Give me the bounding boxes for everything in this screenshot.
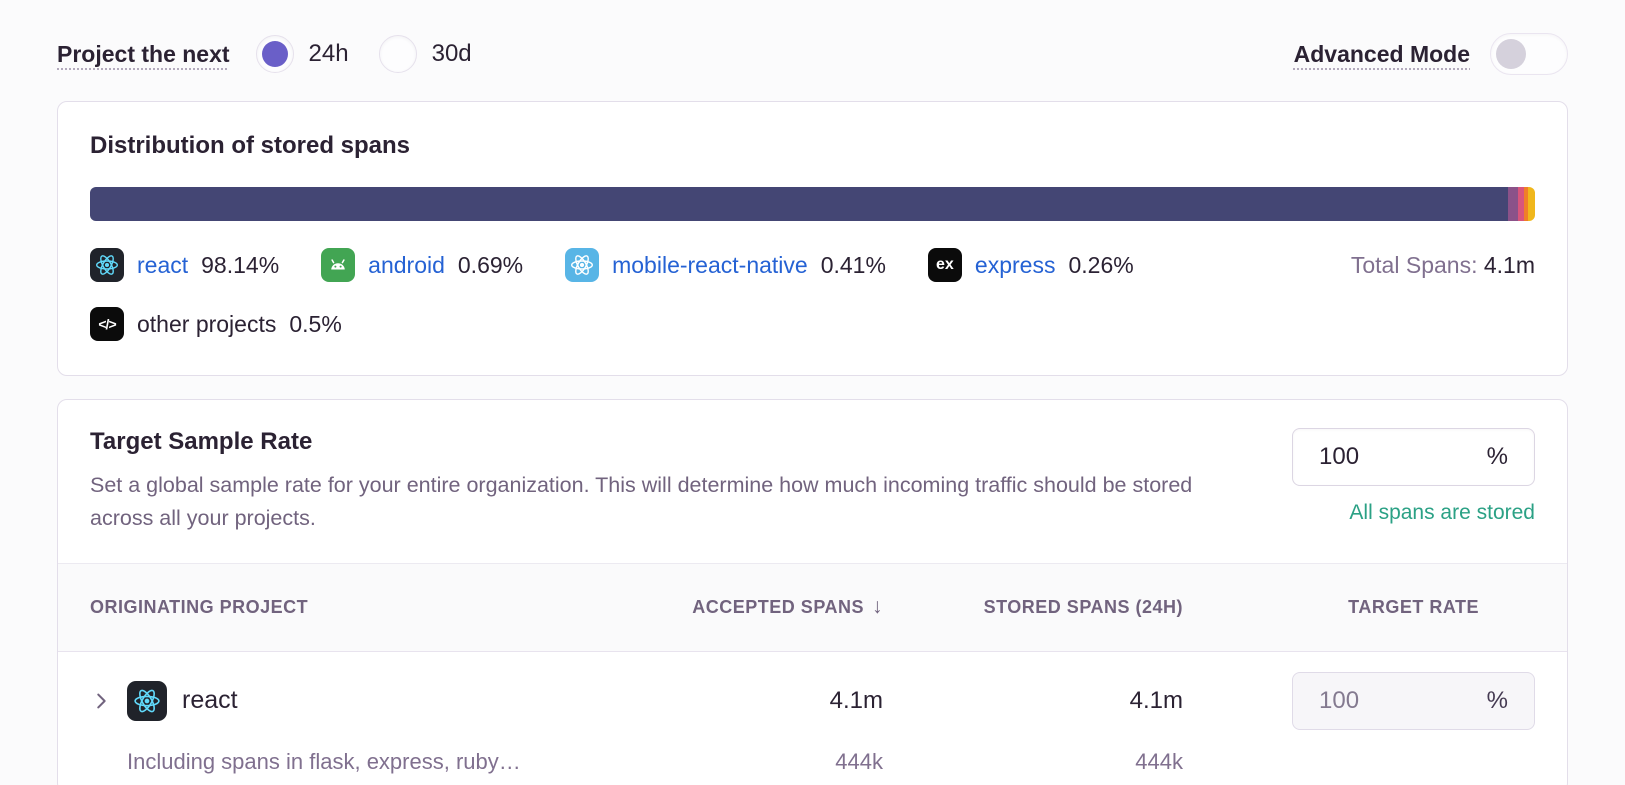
- advanced-mode-label: Advanced Mode: [1293, 40, 1470, 67]
- radio-selected-dot: [261, 41, 288, 67]
- legend-item-express: ex express 0.26%: [927, 248, 1134, 282]
- column-originating-project[interactable]: ORIGINATING PROJECT: [90, 596, 309, 617]
- legend-express-link[interactable]: express: [974, 251, 1056, 278]
- legend-item-mobile-react-native: mobile-react-native 0.41%: [565, 248, 886, 282]
- sample-rate-description: Set a global sample rate for your entire…: [90, 473, 1193, 531]
- stored-spans-value: 4.1m: [1129, 686, 1183, 714]
- legend-item-react: react 98.14%: [90, 248, 279, 282]
- column-stored-spans[interactable]: STORED SPANS (24H): [983, 596, 1183, 617]
- bar-segment-android: [1508, 187, 1519, 221]
- project-name: react: [182, 686, 238, 715]
- total-spans-label: Total Spans:: [1350, 251, 1478, 278]
- topbar: Project the next 24h 30d Advanced Mode: [57, 0, 1568, 78]
- legend-react-link[interactable]: react: [137, 251, 189, 278]
- distribution-card: Distribution of stored spans react 98.14…: [57, 101, 1568, 376]
- legend-express-percent: 0.26%: [1068, 251, 1134, 278]
- react-native-icon: [565, 248, 600, 282]
- global-sample-rate-value: 100: [1319, 443, 1360, 470]
- column-accepted-spans[interactable]: ACCEPTED SPANS ↓: [692, 595, 883, 619]
- accepted-spans-value: 4.1m: [829, 686, 883, 714]
- radio-24h[interactable]: 24h: [255, 35, 349, 73]
- legend-other-projects-label: other projects: [137, 310, 277, 337]
- react-icon: [127, 680, 167, 721]
- period-radio-group: 24h 30d: [255, 35, 472, 73]
- project-cell: react: [90, 680, 583, 721]
- subrow-stored-value: 444k: [1135, 748, 1183, 774]
- distribution-card-title: Distribution of stored spans: [90, 132, 411, 159]
- project-rate-value: 100: [1319, 686, 1360, 714]
- distribution-legend: react 98.14% android 0.69% mobile-react-…: [90, 248, 1535, 341]
- global-sample-rate-input[interactable]: 100 %: [1292, 428, 1535, 486]
- project-target-rate-input[interactable]: 100 %: [1292, 671, 1535, 730]
- percent-unit: %: [1486, 686, 1508, 714]
- sample-rate-status: All spans are stored: [1349, 501, 1535, 524]
- radio-24h-circle[interactable]: [255, 35, 294, 73]
- android-icon: [321, 248, 356, 282]
- advanced-mode-control: Advanced Mode: [1294, 33, 1568, 75]
- react-icon: [90, 248, 124, 282]
- legend-mobile-react-native-percent: 0.41%: [820, 251, 886, 278]
- column-target-rate[interactable]: TARGET RATE: [1348, 596, 1479, 617]
- toggle-knob: [1496, 39, 1526, 69]
- legend-other-projects-percent: 0.5%: [289, 310, 342, 337]
- legend-item-other-projects: </> other projects 0.5%: [90, 307, 342, 341]
- bar-segment-mobile-react-native: [1518, 187, 1524, 221]
- target-sample-rate-card: Target Sample Rate Set a global sample r…: [57, 399, 1568, 785]
- projects-table-header: ORIGINATING PROJECT ACCEPTED SPANS ↓ STOR…: [58, 562, 1567, 652]
- radio-30d-circle[interactable]: [378, 35, 417, 73]
- radio-30d-label: 30d: [431, 40, 472, 67]
- legend-android-link[interactable]: android: [368, 251, 445, 278]
- bar-segment-express: [1524, 187, 1528, 221]
- legend-item-android: android 0.69%: [321, 248, 523, 282]
- table-row-react: react 4.1m 4.1m 100 % Including spans in…: [58, 652, 1567, 785]
- radio-24h-label: 24h: [308, 40, 349, 67]
- express-icon: ex: [927, 248, 962, 282]
- bar-segment-react: [90, 187, 1509, 221]
- stored-spans-distribution-bar: [90, 187, 1535, 221]
- bar-segment-other-projects: [1527, 187, 1535, 221]
- sample-rate-title: Target Sample Rate: [90, 428, 313, 455]
- expand-chevron-icon[interactable]: [90, 690, 112, 712]
- percent-unit: %: [1486, 443, 1508, 470]
- legend-android-percent: 0.69%: [457, 251, 524, 278]
- total-spans: Total Spans: 4.1m: [1351, 252, 1535, 279]
- table-subrow: Including spans in flask, express, ruby……: [90, 749, 1535, 775]
- code-brackets-icon: </>: [90, 307, 124, 341]
- advanced-mode-toggle[interactable]: [1490, 33, 1568, 75]
- subrow-accepted-value: 444k: [835, 748, 883, 774]
- total-spans-value: 4.1m: [1483, 251, 1535, 278]
- project-the-next-label: Project the next: [57, 40, 230, 67]
- subrow-label: Including spans in flask, express, ruby…: [127, 748, 521, 774]
- sort-descending-icon: ↓: [872, 595, 883, 619]
- radio-30d[interactable]: 30d: [378, 35, 472, 73]
- legend-mobile-react-native-link[interactable]: mobile-react-native: [612, 251, 808, 278]
- legend-react-percent: 98.14%: [201, 251, 280, 278]
